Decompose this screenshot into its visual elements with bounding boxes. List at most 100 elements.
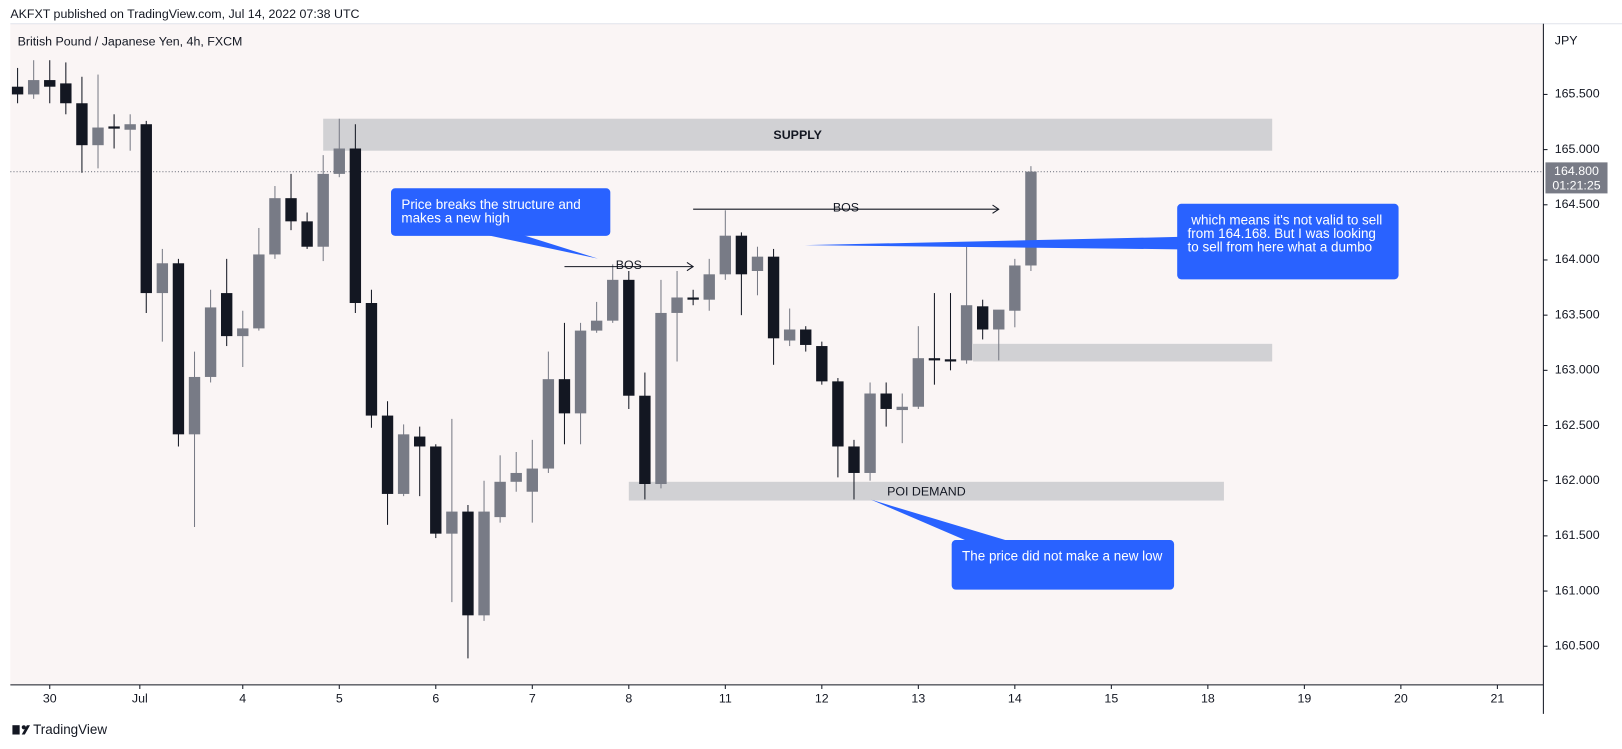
countdown: 01:21:25 (1552, 178, 1600, 192)
last-price-badge (1545, 162, 1608, 194)
candle-body (976, 306, 989, 330)
candle-body (478, 511, 490, 616)
publisher: AKFXT published on TradingView.com, Jul … (10, 7, 359, 21)
candle-body (349, 148, 362, 304)
candle-body (317, 173, 329, 247)
candle-body (526, 468, 538, 492)
candle-body (783, 329, 796, 341)
candle-body (510, 472, 522, 482)
candle-body (687, 297, 699, 300)
candle-body (76, 103, 88, 146)
candle-body (703, 274, 715, 300)
x-tick-label: 20 (1394, 692, 1408, 706)
candle-body (11, 86, 24, 95)
logo-mark (21, 725, 26, 730)
candle-body (44, 80, 56, 87)
chart-title: British Pound / Japanese Yen, 4h, FXCM (18, 35, 243, 49)
y-tick-label: 160.500 (1555, 639, 1600, 653)
candle-body (124, 124, 136, 130)
candle-body (414, 436, 426, 447)
candle-body (397, 434, 410, 494)
logo-mark (12, 725, 20, 735)
y-tick-label: 163.000 (1555, 363, 1600, 377)
candle-body (381, 415, 394, 494)
logo-mark (21, 725, 30, 735)
candle-body (590, 320, 603, 331)
x-tick-label: 11 (719, 692, 732, 706)
candle-body (156, 263, 169, 294)
candle-body (60, 83, 72, 104)
y-tick-label: 163.500 (1555, 307, 1600, 321)
y-tick-label: 161.500 (1555, 528, 1600, 542)
callout: Price breaks the structure and makes a n… (391, 188, 611, 236)
candle-body (285, 198, 297, 222)
candle-body (574, 330, 587, 414)
candle-body (623, 279, 635, 396)
y-tick-label: 162.000 (1555, 473, 1600, 487)
candle-body (816, 346, 828, 382)
candle-body (220, 293, 233, 337)
candle-body (928, 358, 941, 361)
candle-body (301, 221, 313, 247)
candle-body (719, 235, 732, 275)
candle-body (140, 124, 152, 294)
callout: The price did not make a new low (951, 540, 1175, 590)
bos-arrow (686, 262, 695, 272)
candle-body (864, 393, 876, 473)
y-tick-label: 164.000 (1555, 252, 1600, 266)
candle-body (462, 511, 474, 616)
x-tick-label: 18 (1201, 692, 1215, 706)
candle-body (735, 235, 748, 275)
x-tick-label: 15 (1104, 692, 1118, 706)
candle-body (751, 256, 764, 272)
candle-body (800, 329, 812, 345)
last-price-label: 164.800 (1554, 164, 1599, 178)
candle-body (880, 393, 892, 409)
x-tick-label: 21 (1490, 692, 1504, 706)
x-tick-label: 4 (239, 692, 246, 706)
bos-label: BOS (833, 200, 859, 214)
candle-body (92, 127, 104, 146)
candle-body (960, 305, 973, 361)
candle-body (912, 358, 925, 407)
y-tick-label: 164.500 (1555, 197, 1600, 211)
callout: which means it's not valid to sell from … (1177, 203, 1399, 280)
x-tick-label: 12 (815, 692, 829, 706)
candle-body (542, 379, 555, 469)
candle-body (1009, 265, 1021, 311)
y-tick-label: 161.000 (1555, 583, 1600, 597)
y-tick-label: 165.500 (1555, 87, 1600, 101)
candle-body (655, 312, 667, 485)
candle-body (639, 395, 651, 485)
candle-body (494, 481, 506, 518)
candle-body (607, 279, 619, 321)
candle-body (1025, 171, 1037, 266)
candle-body (204, 307, 217, 377)
candle-body (993, 309, 1005, 330)
price-axis (1543, 23, 1622, 714)
candle-body (944, 359, 957, 362)
candle-body (365, 303, 378, 416)
candle-body (832, 381, 844, 447)
y-tick-label: 165.000 (1555, 142, 1600, 156)
zone (323, 118, 1273, 151)
zone-label: POI DEMAND (887, 484, 966, 498)
x-tick-label: 30 (43, 692, 57, 706)
x-tick-label: 14 (1008, 692, 1022, 706)
candle-body (253, 254, 265, 329)
candle-body (27, 80, 40, 95)
candle-body (896, 406, 908, 411)
candle-body (446, 511, 458, 534)
candle-body (848, 446, 860, 473)
candle-body (671, 297, 683, 313)
candle-body (767, 256, 780, 339)
candle-body (269, 198, 281, 255)
zone (973, 343, 1273, 362)
brand: TradingView (33, 722, 107, 737)
callout-pointer (804, 236, 1179, 250)
candle-body (108, 126, 120, 129)
x-tick-label: 8 (625, 692, 632, 706)
logo (12, 725, 30, 735)
candle-body (237, 328, 249, 337)
